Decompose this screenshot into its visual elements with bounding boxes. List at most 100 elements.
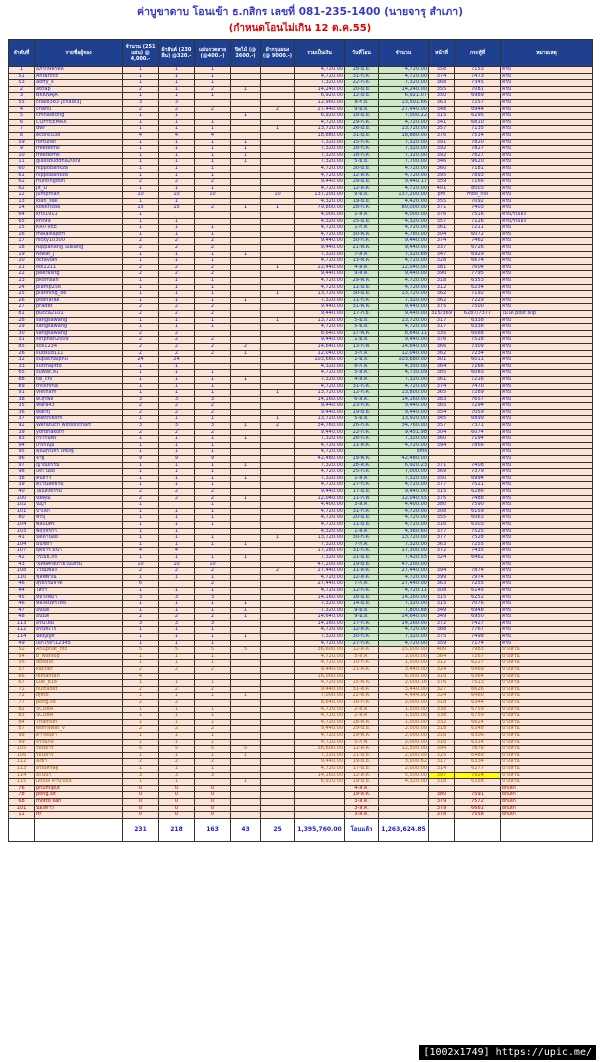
paid-amount: 4,350.00 [378,362,429,371]
qty: 3 [122,593,159,602]
plate: 1 [194,712,231,720]
paid-amount: 4,444.00 [378,692,429,700]
wood [230,336,261,344]
transfer-date: 27-ก.ค. [344,639,379,648]
row-total: 42,480.00 [294,455,345,463]
row-number: 61 [8,171,35,180]
fabric [260,580,295,588]
row-total: 7,320.00 [294,145,345,153]
row-total: 7,320.00 [294,296,345,305]
cloth: 2 [158,488,195,496]
transfer-date: 20-มิ.ย. [344,85,379,94]
thread-no: 7181 [454,164,501,173]
row-total: 14,240.00 [294,85,345,94]
table-row: 5 cmhadtong 1 1 1 6,920.00 18-มิ.ย. 7,000.22 315… [8,112,593,120]
cloth: 3 [158,619,195,628]
thread-no: 7516 [454,211,501,219]
paid-amount: 34,760.00 [378,422,429,430]
wood: 1 [230,600,261,608]
fabric [260,600,295,608]
row-total: 4,720.00 [294,171,345,180]
row-total: 9,440.00 [294,309,345,318]
page-no: 337 [428,244,455,252]
wood: 1 [230,613,261,621]
page-no: 317 [428,323,455,331]
page-no: 358 [428,66,455,74]
row-number: 18 [8,244,35,252]
wood [230,659,261,668]
plate [194,356,231,364]
cloth: 1 [158,633,195,641]
cloth: 1 [158,738,195,747]
booker-name: pong.sit [34,699,123,707]
booker-name: ร้อนยาร์ [34,751,123,760]
row-number: 101 [8,804,35,813]
page-no: 325 [428,751,455,760]
paid-amount: 3,000.62 [378,758,429,766]
sheet-subtitle: (กำหนดโอนไม่เกิน 12 ต.ค.55) [228,23,372,34]
remark: บางส่วน [500,778,593,786]
thread-no: 6338 [454,316,501,325]
wood [230,672,261,681]
table-row: 101 ป๊าเล็ก 1 1 1 4,720.00 31-ก.ค. 4,720.00 308 6… [8,507,593,516]
table-row: 102 นิญา 1 1 4,400.00 3-ส.ค. 4,400.00 380 7590 คร… [8,501,593,509]
page-no: 383 [428,395,455,404]
wood [230,573,261,582]
wood [230,98,261,107]
qty: 1 [122,751,159,760]
qty: 1 [122,125,159,133]
row-total: 9,440.00 [294,244,345,252]
table-row: 72 ojeto 1 1 1 1 7,000.00 22-พ.ค. 4,444.00 324 648… [8,692,593,700]
fabric [260,540,295,549]
plate [194,211,231,219]
remark: บางส่วน [500,718,593,727]
row-total: 47,200.00 [294,560,345,569]
table-row: 28 sangsawang 1 1 1 1 13,720.00 5-มิ.ย. 13,720.0… [8,316,593,325]
row-number: 10 [8,151,35,160]
paid-amount: 5,500.00 [378,771,429,780]
wood [230,725,261,733]
paid-amount: 13,720.00 [378,534,429,542]
remark: ครบ [500,441,593,450]
paid-amount: 7,320.00 [378,474,429,483]
plate: 1 [194,79,231,87]
row-total: 9,440.00 [294,270,345,278]
booker-name: อะนินา [34,771,123,780]
plate: 10 [194,560,231,569]
cloth: 1 [158,659,195,668]
page-no: 338 [428,705,455,714]
page-no: 401 [428,184,455,193]
plate: 2 [194,580,231,588]
qty: 1 [122,323,159,331]
booker-name: ฉดิญญูทิ [34,633,123,641]
plate: 0 [194,797,231,806]
qty: 2 [122,85,159,94]
transfer-date: 12-ส.ค. [344,184,379,193]
remark: ครบ [500,474,593,483]
row-total: 12,960.00 [294,98,345,107]
transfer-date: 11-ก.พ. [344,494,379,503]
table-row: 11 itr 0 0 0 3-ส.ค. 378 7558 ยกเลิก [8,811,593,819]
wood [230,520,261,529]
fabric [260,349,295,358]
thread-no: 7229 [454,296,501,305]
remark: ครบ [500,481,593,489]
plate [194,778,231,786]
paid-amount: 7,320.00 [378,540,429,549]
cloth: 1 [158,290,195,298]
wood: 1 [230,692,261,700]
booker-name: BKKNAJA [34,92,123,100]
totals-empty-cell [428,817,455,842]
row-total: 9,440.00 [294,336,345,344]
column-header: จำนวน [378,39,429,67]
paid-amount: 4,720.00 [378,441,429,450]
page-no: 341 [428,118,455,127]
table-row: 16 malaikajorn 1 1 1 4,720.00 30-พ.ค. 4,780.00 3… [8,230,593,239]
remark: ครบ [500,356,593,364]
wood [230,66,261,74]
paid-amount: 4,720.00 [378,283,429,292]
table-row: 2 atitap 2 1 2 1 14,240.00 20-มิ.ย. 14,240.00 355… [8,85,593,94]
wood [230,619,261,628]
cloth: 2 [158,244,195,252]
remark: บางส่วน [500,666,593,674]
